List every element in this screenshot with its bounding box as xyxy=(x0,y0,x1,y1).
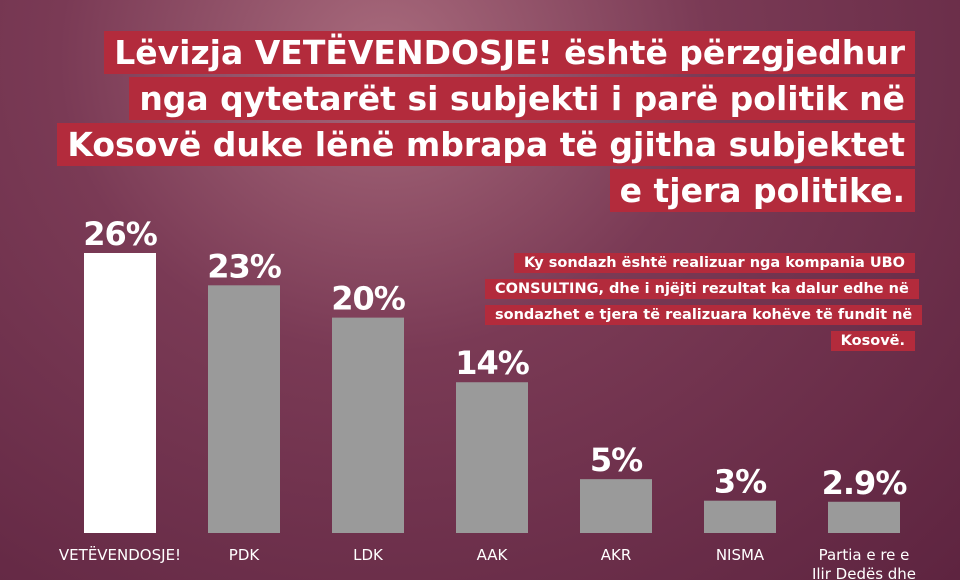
subtitle-box: Ky sondazh është realizuar nga kompania … xyxy=(485,250,923,354)
value-label: 26% xyxy=(83,215,158,253)
bar xyxy=(456,382,528,533)
chart-title: Lëvizja VETËVENDOSJE! është përzgjedhur … xyxy=(57,31,915,212)
value-label: 20% xyxy=(331,280,406,318)
x-tick-label: LDK xyxy=(353,546,384,564)
value-label: 3% xyxy=(714,463,767,501)
bar xyxy=(580,479,652,533)
x-tick-label: PDK xyxy=(229,546,261,564)
bar xyxy=(828,501,900,533)
title-box: Lëvizja VETËVENDOSJE! është përzgjedhur … xyxy=(55,30,915,214)
bar xyxy=(84,253,156,533)
x-tick-label: VETËVENDOSJE! xyxy=(59,545,181,564)
chart-subtitle: Ky sondazh është realizuar nga kompania … xyxy=(485,253,923,351)
x-tick-label: Partia e re e Ilir Dedës dhe xyxy=(812,546,916,580)
bar xyxy=(332,317,404,533)
bar xyxy=(208,285,280,533)
x-tick-label: NISMA xyxy=(716,546,765,564)
value-label: 14% xyxy=(455,344,530,382)
value-label: 23% xyxy=(207,247,282,285)
bar xyxy=(704,500,776,533)
value-label: 5% xyxy=(590,441,643,479)
value-label: 2.9% xyxy=(822,464,908,502)
x-tick-label: AKR xyxy=(601,546,632,564)
x-tick-label: AAK xyxy=(477,546,509,564)
